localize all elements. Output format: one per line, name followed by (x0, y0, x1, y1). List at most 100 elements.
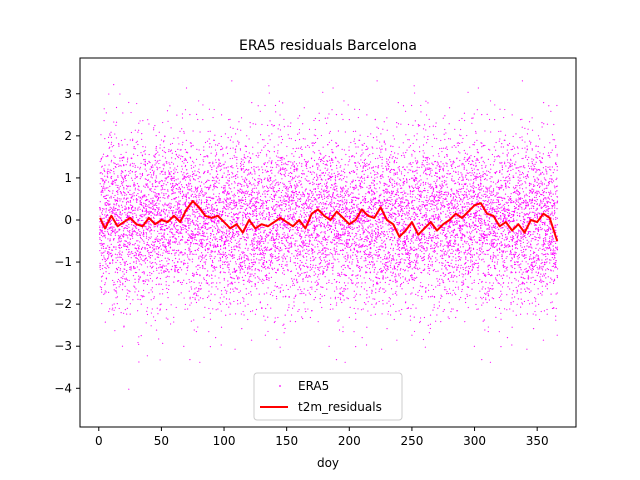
era5-point (182, 161, 183, 162)
era5-point (152, 203, 153, 204)
era5-point (236, 246, 237, 247)
era5-point (275, 162, 276, 163)
era5-point (271, 292, 272, 293)
era5-point (192, 207, 193, 208)
era5-point (225, 252, 226, 253)
era5-point (173, 236, 174, 237)
era5-point (220, 246, 221, 247)
era5-point (266, 277, 267, 278)
era5-point (290, 286, 291, 287)
era5-point (177, 229, 178, 230)
era5-point (99, 216, 100, 217)
era5-point (170, 247, 171, 248)
era5-point (306, 212, 307, 213)
era5-point (251, 102, 252, 103)
era5-point (166, 163, 167, 164)
era5-point (123, 245, 124, 246)
era5-point (164, 151, 165, 152)
era5-point (164, 266, 165, 267)
era5-point (237, 129, 238, 130)
era5-point (137, 208, 138, 209)
era5-point (114, 214, 115, 215)
era5-point (125, 214, 126, 215)
era5-point (172, 153, 173, 154)
era5-point (153, 129, 154, 130)
era5-point (291, 187, 292, 188)
era5-point (191, 281, 192, 282)
era5-point (221, 310, 222, 311)
era5-point (178, 196, 179, 197)
era5-point (229, 298, 230, 299)
era5-point (255, 198, 256, 199)
era5-point (282, 102, 283, 103)
era5-point (180, 181, 181, 182)
era5-point (180, 282, 181, 283)
era5-point (154, 214, 155, 215)
era5-point (286, 265, 287, 266)
era5-point (147, 250, 148, 251)
era5-point (120, 186, 121, 187)
era5-point (267, 143, 268, 144)
era5-point (232, 283, 233, 284)
era5-point (174, 186, 175, 187)
era5-point (174, 270, 175, 271)
era5-point (271, 277, 272, 278)
era5-point (152, 266, 153, 267)
era5-point (242, 206, 243, 207)
era5-point (201, 239, 202, 240)
era5-point (153, 174, 154, 175)
era5-point (154, 248, 155, 249)
era5-point (286, 146, 287, 147)
era5-point (154, 296, 155, 297)
era5-point (126, 185, 127, 186)
era5-point (294, 212, 295, 213)
era5-point (223, 255, 224, 256)
era5-point (146, 238, 147, 239)
era5-point (192, 145, 193, 146)
era5-point (158, 224, 159, 225)
era5-point (247, 304, 248, 305)
era5-point (193, 173, 194, 174)
era5-point (132, 253, 133, 254)
era5-point (211, 274, 212, 275)
era5-point (204, 171, 205, 172)
era5-point (127, 159, 128, 160)
era5-point (281, 242, 282, 243)
era5-point (143, 159, 144, 160)
era5-point (176, 197, 177, 198)
era5-point (117, 260, 118, 261)
era5-point (199, 233, 200, 234)
era5-point (166, 281, 167, 282)
era5-point (126, 270, 127, 271)
era5-point (122, 278, 123, 279)
era5-point (175, 151, 176, 152)
era5-point (162, 122, 163, 123)
era5-point (117, 231, 118, 232)
era5-point (199, 214, 200, 215)
era5-point (117, 257, 118, 258)
era5-point (186, 231, 187, 232)
era5-point (217, 229, 218, 230)
era5-point (290, 196, 291, 197)
era5-point (165, 174, 166, 175)
era5-point (262, 187, 263, 188)
era5-point (174, 171, 175, 172)
era5-point (305, 178, 306, 179)
era5-point (302, 205, 303, 206)
era5-point (129, 251, 130, 252)
era5-point (243, 192, 244, 193)
era5-point (188, 247, 189, 248)
era5-point (192, 174, 193, 175)
era5-point (188, 175, 189, 176)
era5-point (293, 198, 294, 199)
era5-point (249, 266, 250, 267)
era5-point (260, 199, 261, 200)
era5-point (119, 160, 120, 161)
era5-point (260, 218, 261, 219)
era5-point (281, 284, 282, 285)
era5-point (171, 206, 172, 207)
era5-point (249, 229, 250, 230)
era5-point (188, 228, 189, 229)
era5-point (302, 281, 303, 282)
era5-point (274, 290, 275, 291)
